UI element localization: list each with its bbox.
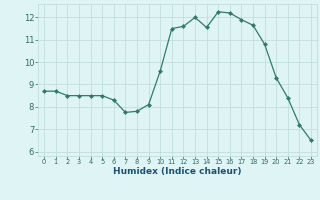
X-axis label: Humidex (Indice chaleur): Humidex (Indice chaleur) xyxy=(113,167,242,176)
